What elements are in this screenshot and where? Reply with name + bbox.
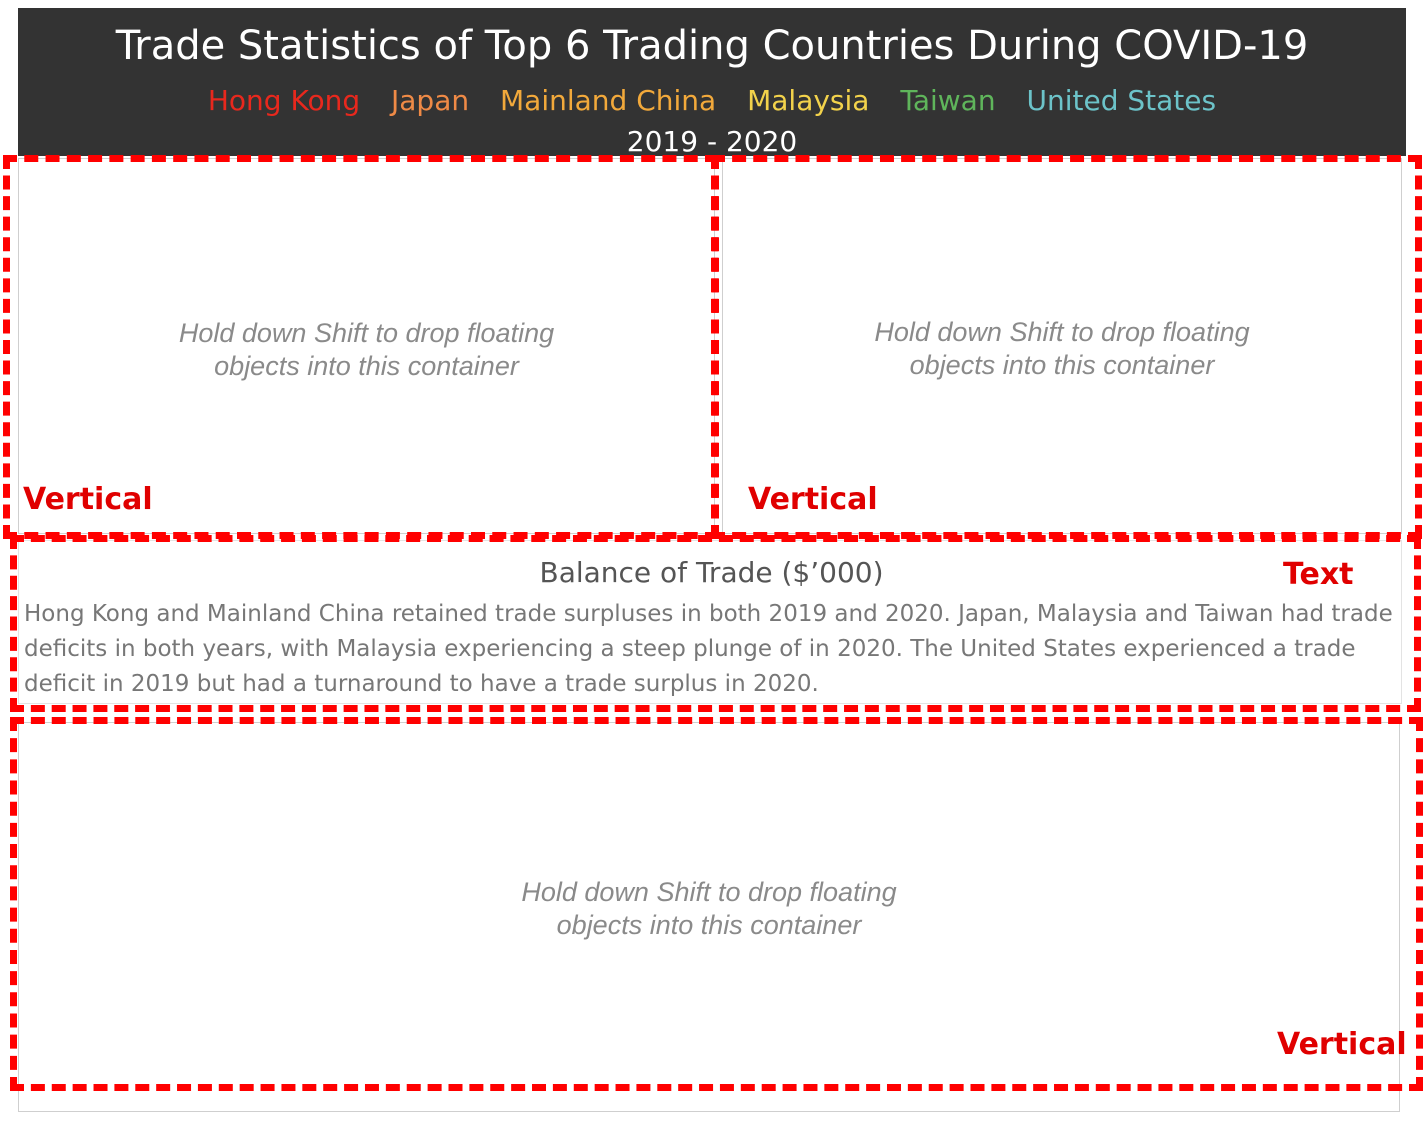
vertical-container-top-right[interactable]: Hold down Shift to drop floating objects… — [722, 158, 1402, 534]
annotation-label-top-right: Vertical — [748, 482, 878, 517]
drop-hint-line-1: Hold down Shift to drop floating — [874, 317, 1250, 347]
drop-hint-line-2: objects into this container — [909, 350, 1215, 380]
legend-item-hong-kong[interactable]: Hong Kong — [207, 84, 361, 117]
dashboard-header: Trade Statistics of Top 6 Trading Countr… — [18, 8, 1406, 158]
year-range: 2019 - 2020 — [626, 125, 798, 158]
drop-hint-line-1: Hold down Shift to drop floating — [178, 318, 555, 348]
legend-item-united-states[interactable]: United States — [1026, 84, 1217, 117]
country-legend: Hong Kong Japan Mainland China Malaysia … — [18, 84, 1406, 118]
legend-item-mainland-china[interactable]: Mainland China — [500, 84, 717, 117]
drop-hint-line-1: Hold down Shift to drop floating — [521, 877, 897, 907]
drop-hint-line-2: objects into this container — [214, 351, 519, 381]
text-title: Balance of Trade ($’000) — [539, 556, 884, 589]
drop-hint: Hold down Shift to drop floating objects… — [19, 876, 1399, 942]
text-body: Hong Kong and Mainland China retained tr… — [24, 601, 1393, 697]
legend-item-taiwan[interactable]: Taiwan — [900, 84, 996, 117]
text-container[interactable] — [18, 540, 1402, 704]
legend-item-japan[interactable]: Japan — [391, 84, 470, 117]
annotation-label-text: Text — [1283, 557, 1354, 592]
drop-hint: Hold down Shift to drop floating objects… — [723, 316, 1401, 382]
annotation-label-bottom: Vertical — [1277, 1027, 1407, 1062]
dashboard-title: Trade Statistics of Top 6 Trading Countr… — [115, 23, 1309, 69]
vertical-container-top-left[interactable]: Hold down Shift to drop floating objects… — [18, 158, 715, 534]
drop-hint: Hold down Shift to drop floating objects… — [19, 317, 714, 383]
legend-item-malaysia[interactable]: Malaysia — [747, 84, 870, 117]
vertical-container-bottom[interactable]: Hold down Shift to drop floating objects… — [18, 722, 1400, 1112]
annotation-label-top-left: Vertical — [23, 482, 153, 517]
drop-hint-line-2: objects into this container — [556, 910, 862, 940]
